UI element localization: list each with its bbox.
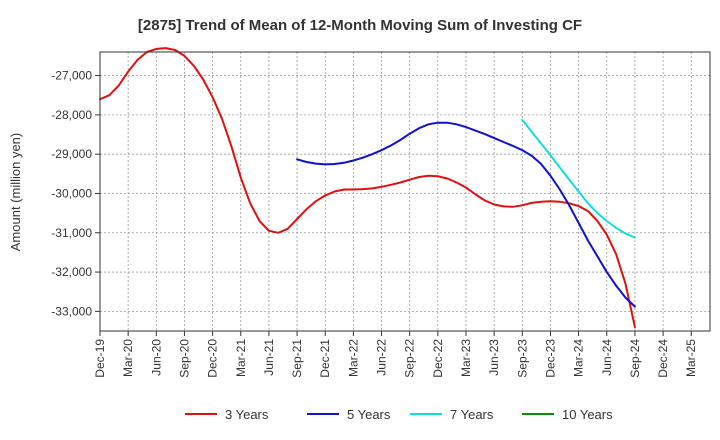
x-tick-label: Mar-23 <box>459 339 473 377</box>
x-tick-label: Dec-19 <box>93 339 107 378</box>
x-tick-label: Mar-20 <box>121 339 135 377</box>
x-tick-label: Jun-20 <box>149 339 163 376</box>
y-axis-ticks: -27,000 -28,000 -29,000 -30,000 -31,000 -32,0… <box>51 69 100 318</box>
x-tick-label: Jun-22 <box>375 339 389 376</box>
x-tick-label: Mar-25 <box>684 339 698 377</box>
y-tick-label: -33,000 <box>51 304 92 318</box>
grid <box>99 52 710 331</box>
x-tick-label: Sep-21 <box>290 339 304 378</box>
x-tick-label: Dec-23 <box>543 339 557 378</box>
series-line-3-years <box>99 47 636 329</box>
x-tick-label: Jun-24 <box>600 339 614 376</box>
y-tick-label: -31,000 <box>51 226 92 240</box>
chart-title: [2875] Trend of Mean of 12-Month Moving … <box>138 17 582 34</box>
x-tick-label: Sep-23 <box>515 339 529 378</box>
x-tick-label: Jun-21 <box>262 339 276 376</box>
x-tick-label: Sep-24 <box>628 339 642 378</box>
y-axis-label: Amount (million yen) <box>8 133 23 252</box>
series-line-7-years <box>521 119 636 239</box>
series-layer <box>99 47 636 329</box>
x-axis-ticks: Dec-19 Mar-20 Jun-20 Sep-20 Dec-20 Mar-21 Jun-… <box>93 331 698 378</box>
y-tick-label: -30,000 <box>51 186 92 200</box>
y-tick-label: -32,000 <box>51 265 92 279</box>
y-tick-label: -28,000 <box>51 108 92 122</box>
y-tick-label: -27,000 <box>51 69 92 83</box>
x-tick-label: Mar-24 <box>572 339 586 377</box>
x-tick-label: Jun-23 <box>487 339 501 376</box>
x-tick-label: Dec-22 <box>431 339 445 378</box>
y-tick-label: -29,000 <box>51 147 92 161</box>
legend-label-3-years: 3 Years <box>225 407 269 422</box>
legend-label-7-years: 7 Years <box>450 407 494 422</box>
legend: 3 Years 5 Years 7 Years 10 Years <box>185 407 613 422</box>
x-tick-label: Dec-21 <box>318 339 332 378</box>
x-tick-label: Dec-20 <box>206 339 220 378</box>
legend-label-5-years: 5 Years <box>347 407 391 422</box>
x-tick-label: Dec-24 <box>656 339 670 378</box>
x-tick-label: Sep-20 <box>177 339 191 378</box>
x-tick-label: Mar-22 <box>346 339 360 377</box>
series-line-5-years <box>296 121 636 308</box>
x-tick-label: Sep-22 <box>403 339 417 378</box>
x-tick-label: Mar-21 <box>234 339 248 377</box>
legend-label-10-years: 10 Years <box>562 407 613 422</box>
plot-frame <box>99 51 711 332</box>
